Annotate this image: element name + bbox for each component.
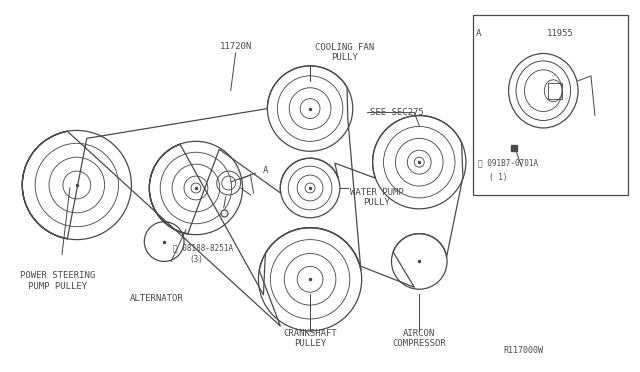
Text: COOLING FAN
PULLY: COOLING FAN PULLY — [316, 43, 374, 62]
Text: ALTERNATOR: ALTERNATOR — [129, 294, 183, 303]
Text: Ⓑ 08188-8251A: Ⓑ 08188-8251A — [173, 243, 233, 252]
Text: 11720N: 11720N — [220, 42, 252, 51]
Bar — [548, 83, 562, 99]
Text: AIRCON
COMPRESSOR: AIRCON COMPRESSOR — [392, 329, 446, 348]
Text: CRANKSHAFT
PULLEY: CRANKSHAFT PULLEY — [283, 329, 337, 348]
Text: (3): (3) — [189, 255, 203, 264]
Text: SEE SEC275: SEE SEC275 — [370, 108, 424, 117]
Text: A: A — [263, 166, 268, 174]
Text: A: A — [476, 29, 481, 38]
Text: WATER PUMP
PULLY: WATER PUMP PULLY — [350, 188, 404, 207]
Bar — [473, 15, 628, 195]
Text: 11955: 11955 — [547, 29, 573, 38]
Text: POWER STEERING
PUMP PULLEY: POWER STEERING PUMP PULLEY — [20, 271, 95, 291]
Text: Ⓑ 091B7-0701A: Ⓑ 091B7-0701A — [478, 159, 538, 168]
Text: R117000W: R117000W — [503, 346, 543, 355]
Text: ( 1): ( 1) — [489, 173, 508, 182]
